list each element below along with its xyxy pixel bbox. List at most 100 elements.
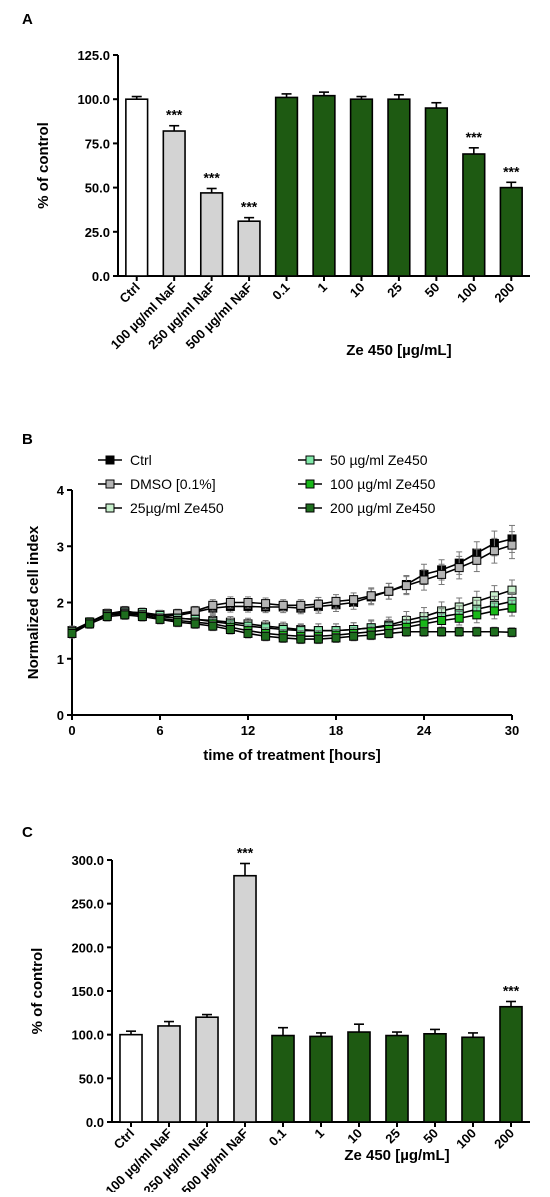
data-point bbox=[261, 599, 271, 609]
x-tick-label: 1 bbox=[311, 1126, 327, 1142]
x-tick-label: 500 µg/ml NaF bbox=[183, 279, 256, 352]
y-tick-label: 100.0 bbox=[77, 92, 110, 107]
data-point bbox=[472, 627, 482, 637]
data-point bbox=[208, 600, 218, 610]
x-tick-label: 25 bbox=[384, 280, 405, 301]
data-point bbox=[454, 563, 464, 573]
legend-label: 100 µg/ml Ze450 bbox=[330, 476, 436, 492]
x-tick-label: 10 bbox=[347, 280, 368, 301]
bar bbox=[461, 1036, 485, 1123]
legend-marker bbox=[305, 503, 315, 513]
data-point bbox=[489, 627, 499, 637]
y-tick-label: 1 bbox=[57, 652, 64, 667]
legend-label: 25µg/ml Ze450 bbox=[130, 500, 224, 516]
x-tick-label: 200 bbox=[491, 1126, 517, 1152]
data-point bbox=[313, 634, 323, 644]
data-point bbox=[507, 627, 517, 637]
y-axis-label: % of control bbox=[29, 948, 46, 1035]
legend-marker bbox=[305, 455, 315, 465]
x-tick-label: 6 bbox=[156, 723, 163, 738]
y-tick-label: 150.0 bbox=[71, 984, 104, 999]
bar-chart-a: A 0.0 25.0 50.0 75.0 100.0 125.0 % of control Ct… bbox=[22, 11, 530, 359]
data-point bbox=[120, 610, 130, 620]
y-tick-label: 0.0 bbox=[92, 269, 110, 284]
data-point bbox=[278, 633, 288, 643]
y-axis-label: Normalized cell index bbox=[25, 525, 42, 679]
legend-marker bbox=[105, 503, 115, 513]
legend-marker bbox=[105, 455, 115, 465]
x-axis-label: time of treatment [hours] bbox=[203, 747, 381, 764]
data-point bbox=[437, 627, 447, 637]
x-tick-label: 1 bbox=[314, 280, 330, 296]
legend-label: 200 µg/ml Ze450 bbox=[330, 500, 436, 516]
y-tick-label: 4 bbox=[57, 483, 65, 498]
bar bbox=[499, 1005, 523, 1123]
data-point bbox=[331, 596, 341, 606]
legend-label: DMSO [0.1%] bbox=[130, 476, 216, 492]
group-label: Ze 450 [µg/mL] bbox=[344, 1147, 449, 1164]
y-tick-label: 250.0 bbox=[71, 897, 104, 912]
bar bbox=[199, 192, 224, 277]
x-tick-label: 50 bbox=[420, 1126, 441, 1147]
x-tick-label: 30 bbox=[505, 723, 519, 738]
panel-a: A 0.0 25.0 50.0 75.0 100.0 125.0 % of control Ct… bbox=[0, 0, 550, 400]
data-point bbox=[331, 633, 341, 643]
x-tick-label: 25 bbox=[382, 1126, 403, 1147]
significance-label: *** bbox=[466, 129, 483, 145]
x-tick-label: 0 bbox=[68, 723, 75, 738]
group-label: Ze 450 [µg/mL] bbox=[346, 342, 451, 359]
data-point bbox=[472, 610, 482, 620]
data-point bbox=[349, 595, 359, 605]
x-tick-label: 250 µg/ml NaF bbox=[145, 279, 218, 352]
data-point bbox=[489, 606, 499, 616]
data-point bbox=[190, 619, 200, 629]
bar bbox=[347, 1031, 371, 1123]
bar-chart-c: C 0.0 50.0 100.0 150.0 200.0 250.0 300.0 % of co… bbox=[22, 824, 530, 1197]
bar bbox=[499, 186, 523, 277]
significance-label: *** bbox=[166, 107, 183, 123]
data-point bbox=[507, 603, 517, 613]
x-tick-label: 200 bbox=[491, 280, 517, 306]
data-point bbox=[489, 546, 499, 556]
bar bbox=[195, 1016, 219, 1123]
significance-label: *** bbox=[203, 169, 220, 185]
data-point bbox=[384, 586, 394, 596]
x-tick-label: 100 bbox=[454, 280, 480, 306]
y-tick-label: 100.0 bbox=[71, 1028, 104, 1043]
data-point bbox=[296, 634, 306, 644]
legend-label: Ctrl bbox=[130, 452, 152, 468]
data-point bbox=[261, 631, 271, 641]
bar bbox=[125, 98, 149, 277]
bar bbox=[271, 1034, 295, 1123]
y-tick-label: 50.0 bbox=[79, 1071, 104, 1086]
data-point bbox=[85, 619, 95, 629]
y-tick-label: 200.0 bbox=[71, 940, 104, 955]
x-tick-label: Ctrl bbox=[116, 280, 142, 306]
panel-b: B 0 1 2 3 4 0 6 12 18 24 30 time of treatment [hours… bbox=[0, 420, 550, 800]
data-point bbox=[366, 591, 376, 601]
x-tick-label: 0.1 bbox=[266, 1126, 289, 1149]
x-tick-label: Ctrl bbox=[111, 1126, 137, 1152]
data-point bbox=[243, 598, 253, 607]
bar bbox=[309, 1035, 333, 1123]
x-tick-label: 12 bbox=[241, 723, 255, 738]
x-tick-label: 0.1 bbox=[269, 280, 292, 303]
legend-marker bbox=[305, 479, 315, 489]
data-point bbox=[173, 617, 183, 627]
data-point bbox=[454, 613, 464, 623]
data-point bbox=[225, 598, 235, 607]
data-point bbox=[190, 606, 200, 616]
significance-label: *** bbox=[503, 982, 520, 998]
bar bbox=[233, 874, 257, 1123]
data-point bbox=[208, 621, 218, 631]
bar bbox=[312, 94, 336, 277]
legend-marker bbox=[105, 479, 115, 489]
bar bbox=[423, 1032, 447, 1123]
x-tick-label: 100 µg/ml NaF bbox=[108, 279, 181, 352]
x-tick-label: 100 bbox=[453, 1126, 479, 1152]
bar bbox=[237, 220, 261, 277]
data-point bbox=[296, 600, 306, 610]
data-point bbox=[419, 575, 429, 585]
x-tick-label: 10 bbox=[344, 1126, 365, 1147]
